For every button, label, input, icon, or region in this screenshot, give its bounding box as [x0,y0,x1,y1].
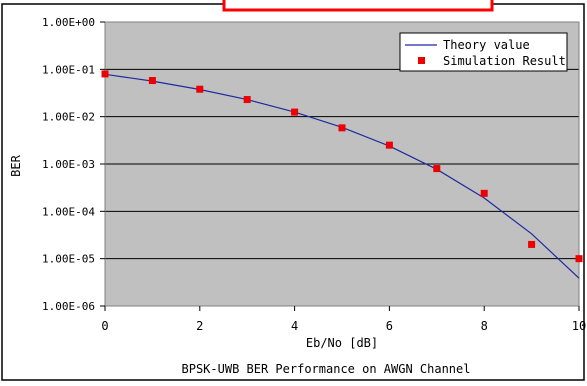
y-tick-label: 1.00E-03 [42,158,95,171]
simulation-point [338,124,346,132]
series-layer [101,70,583,279]
simulation-point [433,165,441,173]
simulation-point [480,189,488,197]
simulation-point [575,255,583,263]
simulation-point [101,70,109,78]
y-axis-label: BER [9,154,23,176]
x-tick-label: 8 [481,319,488,333]
simulation-point [196,85,204,93]
y-tick-label: 1.00E+00 [42,16,95,29]
y-tick-label: 1.00E-02 [42,111,95,124]
x-tick-label: 6 [386,319,393,333]
simulation-point [243,96,251,104]
y-tick-label: 1.00E-06 [42,300,95,313]
chart-caption: BPSK-UWB BER Performance on AWGN Channel [182,362,471,376]
x-tick-label: 0 [101,319,108,333]
axis-ticks: 1.00E+00 1.00E-01 1.00E-02 1.00E-03 1.00E-04… [42,16,586,333]
top-highlight-banner [222,0,494,12]
x-tick-label: 2 [196,319,203,333]
simulation-point [148,77,156,85]
legend-simulation-label: Simulation Result [443,54,566,68]
x-axis-label: Eb/No [dB] [306,336,378,350]
x-tick-label: 10 [572,319,586,333]
legend: Theory value Simulation Result [399,32,568,72]
legend-simulation-marker-icon [418,57,425,64]
y-tick-label: 1.00E-05 [42,253,95,266]
simulation-point [528,240,536,248]
legend-theory-label: Theory value [443,38,530,52]
simulation-point [291,108,299,116]
simulation-point [385,141,393,149]
y-tick-label: 1.00E-01 [42,63,95,76]
legend-box [399,32,568,72]
x-tick-label: 4 [291,319,298,333]
y-tick-label: 1.00E-04 [42,205,95,218]
